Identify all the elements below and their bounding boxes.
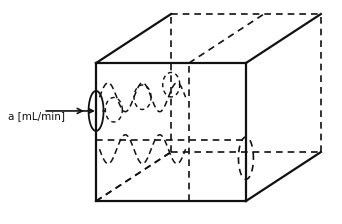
Text: a [mL/min]: a [mL/min] — [8, 112, 65, 121]
